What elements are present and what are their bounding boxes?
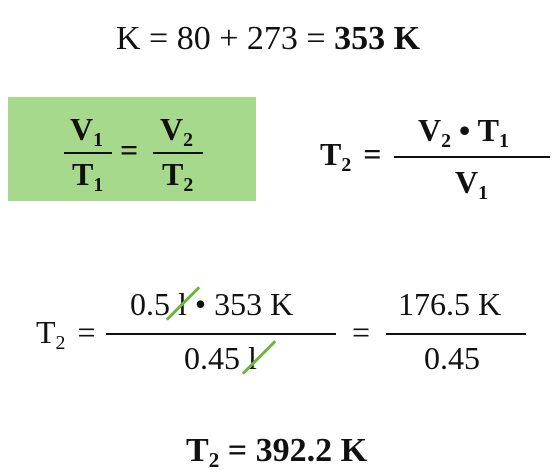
final-answer: T2 = 392.2 K	[186, 432, 368, 473]
intermediate-numerator: 176.5 K	[398, 286, 502, 322]
law-numerator-left: V1	[70, 111, 104, 151]
law-fraction-bar-right	[153, 152, 203, 154]
substitution-numerator: 0.5 l • 353 K	[130, 286, 294, 322]
charles-law-box	[8, 97, 256, 201]
solved-fraction-bar	[394, 156, 550, 158]
substitution-equals-2: =	[352, 314, 371, 350]
law-denominator-left: T1	[72, 156, 104, 196]
intermediate-fraction-bar	[386, 333, 526, 335]
intermediate-denominator: 0.45	[424, 340, 480, 376]
kelvin-conversion-expression: K = 80 + 273 =	[116, 20, 335, 57]
substitution-denominator: 0.45 l	[184, 340, 257, 376]
kelvin-conversion: K = 80 + 273 = 353 K	[116, 22, 420, 56]
law-equals: =	[120, 132, 139, 168]
solved-numerator: V2 • T1	[418, 112, 509, 152]
law-numerator-right: V2	[160, 111, 194, 151]
kelvin-conversion-result: 353 K	[334, 20, 421, 57]
substitution-fraction-bar	[106, 333, 336, 335]
substitution-lhs: T2 =	[36, 314, 96, 354]
solved-denominator: V1	[455, 164, 489, 204]
cancelled-unit-denominator: l	[248, 340, 257, 376]
law-denominator-right: T2	[162, 156, 194, 196]
solved-lhs: T2 =	[320, 136, 382, 176]
law-fraction-bar-left	[64, 152, 112, 154]
